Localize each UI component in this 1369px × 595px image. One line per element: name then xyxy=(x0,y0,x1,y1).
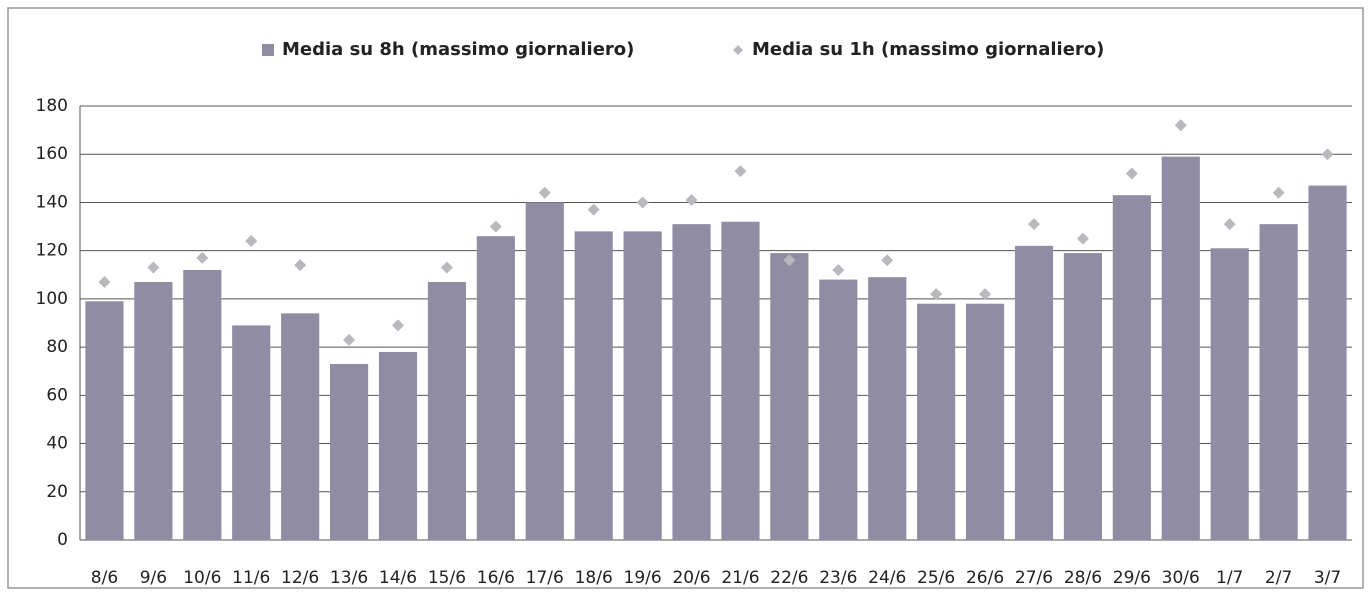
x-tick-label: 21/6 xyxy=(721,568,759,588)
bar xyxy=(1063,253,1103,541)
bar xyxy=(868,277,907,540)
marker xyxy=(1174,119,1187,132)
marker xyxy=(294,259,307,272)
marker xyxy=(343,333,356,346)
x-tick-label: 13/6 xyxy=(330,568,368,588)
x-tick-label: 26/6 xyxy=(966,568,1004,588)
x-tick-label: 15/6 xyxy=(428,568,466,588)
legend-label: Media su 8h (massimo giornaliero) xyxy=(282,39,634,60)
bar xyxy=(965,303,1005,540)
bar xyxy=(672,224,711,540)
bar xyxy=(476,236,515,540)
marker xyxy=(587,203,600,216)
marker xyxy=(1321,148,1334,161)
x-tick-label: 18/6 xyxy=(575,568,613,588)
y-tick-label: 120 xyxy=(36,241,68,261)
x-tick-label: 30/6 xyxy=(1162,568,1200,588)
bar xyxy=(525,202,564,540)
bar xyxy=(917,303,956,540)
y-tick-label: 20 xyxy=(46,482,68,502)
marker xyxy=(1028,218,1040,231)
marker xyxy=(1272,186,1285,199)
x-tick-label: 14/6 xyxy=(379,568,417,588)
x-tick-label: 19/6 xyxy=(624,568,662,588)
bar xyxy=(1112,195,1151,540)
marker xyxy=(440,261,453,274)
marker xyxy=(538,186,551,199)
marker xyxy=(832,263,845,276)
bar xyxy=(623,231,662,540)
marker xyxy=(392,319,404,332)
y-tick-label: 180 xyxy=(36,96,68,116)
marker xyxy=(979,288,992,301)
legend-label: Media su 1h (massimo giornaliero) xyxy=(752,39,1104,60)
marker xyxy=(147,261,160,274)
marker xyxy=(98,276,111,289)
y-tick-label: 60 xyxy=(46,385,68,405)
bar xyxy=(819,279,858,540)
x-tick-label: 2/7 xyxy=(1265,568,1292,588)
x-tick-label: 9/6 xyxy=(140,568,167,588)
marker xyxy=(636,196,649,209)
x-tick-label: 22/6 xyxy=(770,568,808,588)
x-tick-label: 12/6 xyxy=(281,568,319,588)
x-tick-label: 27/6 xyxy=(1015,568,1053,588)
bar xyxy=(1259,224,1298,540)
marker xyxy=(489,220,502,233)
bar xyxy=(232,325,271,540)
bar xyxy=(378,351,418,540)
bar xyxy=(183,269,222,540)
x-tick-label: 28/6 xyxy=(1064,568,1102,588)
bar xyxy=(329,363,369,540)
y-tick-label: 140 xyxy=(36,192,68,212)
bar xyxy=(1014,245,1054,540)
x-tick-label: 17/6 xyxy=(526,568,564,588)
bar xyxy=(1308,185,1347,541)
bar xyxy=(85,301,124,540)
x-tick-label: 10/6 xyxy=(183,568,221,588)
y-tick-label: 80 xyxy=(46,337,68,357)
marker xyxy=(881,254,894,267)
bar xyxy=(281,313,320,540)
x-tick-label: 8/6 xyxy=(91,568,118,588)
legend-swatch xyxy=(262,44,274,56)
marker xyxy=(1125,167,1138,180)
marker xyxy=(1076,232,1089,245)
legend-swatch xyxy=(733,45,743,55)
marker xyxy=(245,235,258,248)
x-tick-label: 23/6 xyxy=(819,568,857,588)
marker xyxy=(1223,218,1236,231)
y-tick-label: 0 xyxy=(57,530,68,550)
x-tick-label: 3/7 xyxy=(1314,568,1341,588)
bar xyxy=(1161,156,1200,540)
bar xyxy=(427,282,467,540)
x-tick-label: 25/6 xyxy=(917,568,955,588)
x-tick-label: 11/6 xyxy=(232,568,270,588)
marker xyxy=(196,251,209,264)
bar xyxy=(721,221,760,540)
bar xyxy=(574,231,613,540)
bar xyxy=(1210,248,1249,540)
x-tick-label: 16/6 xyxy=(477,568,515,588)
x-tick-label: 29/6 xyxy=(1113,568,1151,588)
marker xyxy=(783,254,796,267)
y-tick-label: 100 xyxy=(36,289,68,309)
y-tick-label: 40 xyxy=(46,434,68,454)
x-tick-label: 1/7 xyxy=(1216,568,1243,588)
marker xyxy=(685,194,698,207)
bar xyxy=(770,253,809,541)
marker xyxy=(930,288,943,301)
x-tick-label: 20/6 xyxy=(672,568,710,588)
marker xyxy=(734,165,747,178)
y-tick-label: 160 xyxy=(36,144,68,164)
x-tick-label: 24/6 xyxy=(868,568,906,588)
bar xyxy=(134,282,173,540)
